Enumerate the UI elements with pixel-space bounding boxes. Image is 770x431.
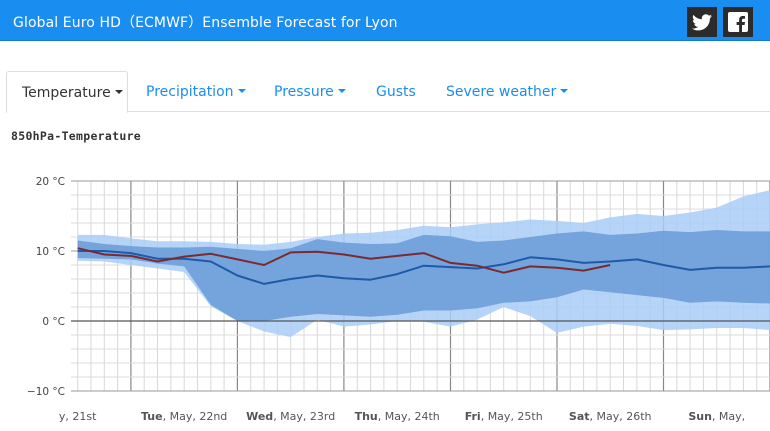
chart-title: 850hPa-Temperature <box>11 129 142 143</box>
tab-label: Severe weather <box>446 84 557 100</box>
tab-label: Gusts <box>376 84 416 100</box>
x-day-label: Tue, May, 22nd <box>141 410 227 423</box>
tab-precipitation[interactable]: Precipitation <box>146 71 246 112</box>
header-bar: Global Euro HD（ECMWF）Ensemble Forecast f… <box>0 0 770 41</box>
facebook-icon <box>728 12 748 33</box>
ensemble-mean-line <box>77 250 770 285</box>
x-day-label: Thu, May, 24th <box>355 410 440 423</box>
temperature-chart: 20 °C 10 °C 0 °C −10 °C y, 21st Tue, May, 22n… <box>27 176 770 423</box>
tab-label: Pressure <box>274 84 334 100</box>
tab-pressure[interactable]: Pressure <box>274 71 346 112</box>
twitter-share-button[interactable] <box>687 7 717 37</box>
x-day-label: Sat, May, 26th <box>569 410 652 423</box>
chevron-down-icon <box>237 89 246 93</box>
facebook-share-button[interactable] <box>723 7 753 37</box>
x-day-label: y, 21st <box>59 410 97 423</box>
page-title: Global Euro HD（ECMWF）Ensemble Forecast f… <box>13 15 398 31</box>
x-day-label: Wed, May, 23rd <box>246 410 335 423</box>
control-run-line <box>77 247 611 274</box>
tab-gusts[interactable]: Gusts <box>376 71 416 112</box>
ensemble-inner-band <box>77 230 770 321</box>
chevron-down-icon <box>114 90 123 94</box>
chevron-down-icon <box>337 89 346 93</box>
tab-bar: Temperature Precipitation Pressure Gusts… <box>6 71 770 113</box>
y-tick-label: 0 °C <box>42 316 65 328</box>
x-day-label: Sun, May, <box>688 410 745 423</box>
y-tick-label: 10 °C <box>36 246 65 258</box>
tab-label: Temperature <box>22 85 111 101</box>
x-day-label: Fri, May, 25th <box>465 410 543 423</box>
y-tick-label: 20 °C <box>36 176 65 188</box>
y-tick-label: −10 °C <box>27 386 65 398</box>
twitter-icon <box>692 13 712 30</box>
tab-severe-weather[interactable]: Severe weather <box>446 71 569 112</box>
tab-label: Precipitation <box>146 84 234 100</box>
tab-temperature[interactable]: Temperature <box>6 71 128 113</box>
chevron-down-icon <box>560 89 569 93</box>
